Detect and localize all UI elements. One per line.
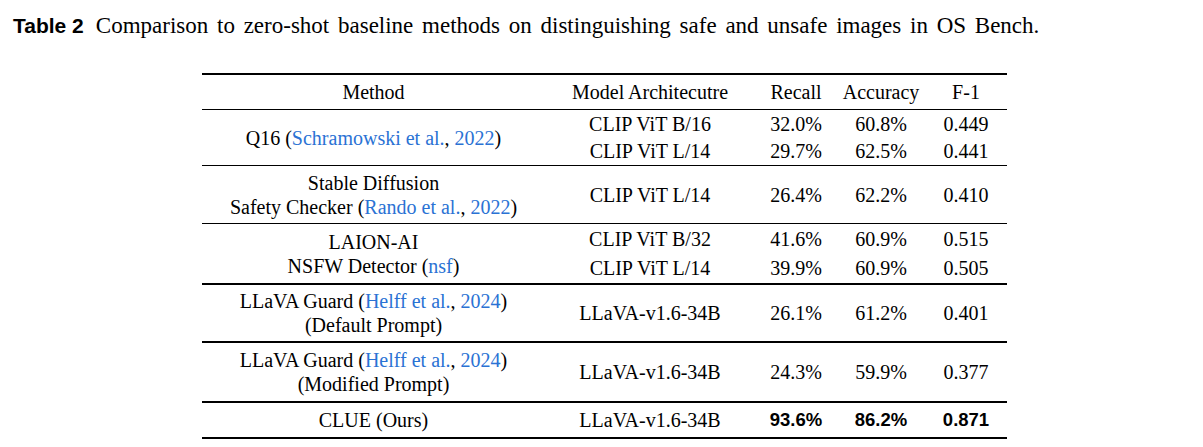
caption-label: Table 2 bbox=[13, 14, 84, 37]
f1-cell: 0.871 bbox=[925, 403, 1007, 437]
header-recall: Recall bbox=[755, 81, 837, 104]
model-cell: LLaVA-v1.6-34B bbox=[545, 403, 755, 437]
header-model-architecture: Model Architecutre bbox=[545, 81, 755, 104]
method-text: Q16 ( bbox=[246, 127, 292, 149]
table-row: Stable DiffusionSafety Checker (Rando et… bbox=[202, 165, 1007, 223]
method-line: LLaVA Guard (Helff et al., 2024) bbox=[240, 348, 508, 372]
method-text: Safety Checker ( bbox=[230, 196, 364, 218]
method-cell: LAION-AINSFW Detector (nsf) bbox=[202, 224, 545, 283]
recall-cell: 26.1% bbox=[755, 285, 837, 341]
f1-cell: 0.377 bbox=[925, 343, 1007, 401]
method-text: Stable Diffusion bbox=[308, 172, 439, 194]
accuracy-cell: 60.9% bbox=[837, 224, 925, 254]
accuracy-cell: 61.2% bbox=[837, 285, 925, 341]
accuracy-cell: 60.8% bbox=[837, 110, 925, 138]
header-accuracy: Accuracy bbox=[837, 81, 925, 104]
accuracy-cell: 62.2% bbox=[837, 166, 925, 223]
model-cell: CLIP ViT L/14 bbox=[545, 254, 755, 284]
header-method: Method bbox=[202, 81, 545, 104]
recall-cell: 29.7% bbox=[755, 138, 837, 166]
citation-link[interactable]: nsf bbox=[428, 255, 452, 277]
table-body: Q16 (Schramowski et al., 2022) CLIP ViT B… bbox=[202, 110, 1007, 437]
method-cell: Stable DiffusionSafety Checker (Rando et… bbox=[202, 166, 545, 223]
table-caption: Table 2 Comparison to zero-shot baseline … bbox=[13, 13, 1198, 39]
method-text: ) bbox=[501, 349, 508, 371]
method-text: LLaVA Guard ( bbox=[240, 349, 365, 371]
f1-cell: 0.505 bbox=[925, 254, 1007, 284]
method-cell: CLUE (Ours) bbox=[202, 403, 545, 437]
citation-link[interactable]: Rando et al. bbox=[364, 196, 460, 218]
method-line: LAION-AI bbox=[329, 230, 419, 254]
model-cell: CLIP ViT L/14 bbox=[545, 138, 755, 166]
method-text: NSFW Detector ( bbox=[288, 255, 429, 277]
header-f1: F-1 bbox=[925, 81, 1007, 104]
method-cell: LLaVA Guard (Helff et al., 2024)(Modifie… bbox=[202, 343, 545, 401]
method-line: Q16 (Schramowski et al., 2022) bbox=[246, 126, 502, 150]
table-row: LLaVA Guard (Helff et al., 2024)(Default… bbox=[202, 283, 1007, 341]
results-table: Method Model Architecutre Recall Accurac… bbox=[202, 73, 1007, 439]
f1-cell: 0.410 bbox=[925, 166, 1007, 223]
citation-link[interactable]: 2022 bbox=[470, 196, 510, 218]
method-line: Stable Diffusion bbox=[308, 171, 439, 195]
accuracy-cell: 62.5% bbox=[837, 138, 925, 166]
f1-cell: 0.401 bbox=[925, 285, 1007, 341]
table-row: LAION-AINSFW Detector (nsf)CLIP ViT B/32… bbox=[202, 223, 1007, 283]
accuracy-cell: 86.2% bbox=[837, 403, 925, 437]
method-line: CLUE (Ours) bbox=[319, 408, 428, 432]
model-cell: CLIP ViT B/32 bbox=[545, 224, 755, 254]
f1-cell: 0.449 bbox=[925, 110, 1007, 138]
recall-cell: 93.6% bbox=[755, 403, 837, 437]
accuracy-cell: 60.9% bbox=[837, 254, 925, 284]
recall-cell: 32.0% bbox=[755, 110, 837, 138]
method-line: LLaVA Guard (Helff et al., 2024) bbox=[240, 289, 508, 313]
method-text: , bbox=[451, 290, 461, 312]
citation-link[interactable]: Helff et al. bbox=[365, 349, 451, 371]
method-text: ) bbox=[501, 290, 508, 312]
f1-cell: 0.441 bbox=[925, 138, 1007, 166]
method-text: ) bbox=[453, 255, 460, 277]
caption-text: Comparison to zero-shot baseline methods… bbox=[96, 13, 1040, 38]
citation-link[interactable]: 2024 bbox=[461, 290, 501, 312]
method-line: NSFW Detector (nsf) bbox=[288, 254, 460, 278]
recall-cell: 26.4% bbox=[755, 166, 837, 223]
model-cell: LLaVA-v1.6-34B bbox=[545, 343, 755, 401]
method-cell: Q16 (Schramowski et al., 2022) bbox=[202, 110, 545, 165]
f1-cell: 0.515 bbox=[925, 224, 1007, 254]
recall-cell: 41.6% bbox=[755, 224, 837, 254]
method-text: LLaVA Guard ( bbox=[240, 290, 365, 312]
method-text: CLUE (Ours) bbox=[319, 409, 428, 431]
method-text: ) bbox=[495, 127, 502, 149]
method-line: (Modified Prompt) bbox=[298, 372, 450, 396]
method-text: (Modified Prompt) bbox=[298, 373, 450, 395]
table-row: CLUE (Ours) LLaVA-v1.6-34B93.6%86.2%0.871 bbox=[202, 401, 1007, 437]
method-line: Safety Checker (Rando et al., 2022) bbox=[230, 195, 517, 219]
citation-link[interactable]: Helff et al. bbox=[365, 290, 451, 312]
recall-cell: 24.3% bbox=[755, 343, 837, 401]
method-text: , bbox=[451, 349, 461, 371]
model-cell: CLIP ViT L/14 bbox=[545, 166, 755, 223]
citation-link[interactable]: 2022 bbox=[455, 127, 495, 149]
method-line: (Default Prompt) bbox=[305, 313, 442, 337]
method-text: , bbox=[460, 196, 470, 218]
method-text: ) bbox=[510, 196, 517, 218]
table-header-row: Method Model Architecutre Recall Accurac… bbox=[202, 75, 1007, 110]
model-cell: CLIP ViT B/16 bbox=[545, 110, 755, 138]
method-cell: LLaVA Guard (Helff et al., 2024)(Default… bbox=[202, 285, 545, 341]
citation-link[interactable]: Schramowski et al. bbox=[292, 127, 445, 149]
table-row: LLaVA Guard (Helff et al., 2024)(Modifie… bbox=[202, 341, 1007, 401]
table-row: Q16 (Schramowski et al., 2022) CLIP ViT B… bbox=[202, 110, 1007, 165]
model-cell: LLaVA-v1.6-34B bbox=[545, 285, 755, 341]
method-text: , bbox=[445, 127, 455, 149]
recall-cell: 39.9% bbox=[755, 254, 837, 284]
accuracy-cell: 59.9% bbox=[837, 343, 925, 401]
method-text: LAION-AI bbox=[329, 231, 419, 253]
citation-link[interactable]: 2024 bbox=[461, 349, 501, 371]
method-text: (Default Prompt) bbox=[305, 314, 442, 336]
